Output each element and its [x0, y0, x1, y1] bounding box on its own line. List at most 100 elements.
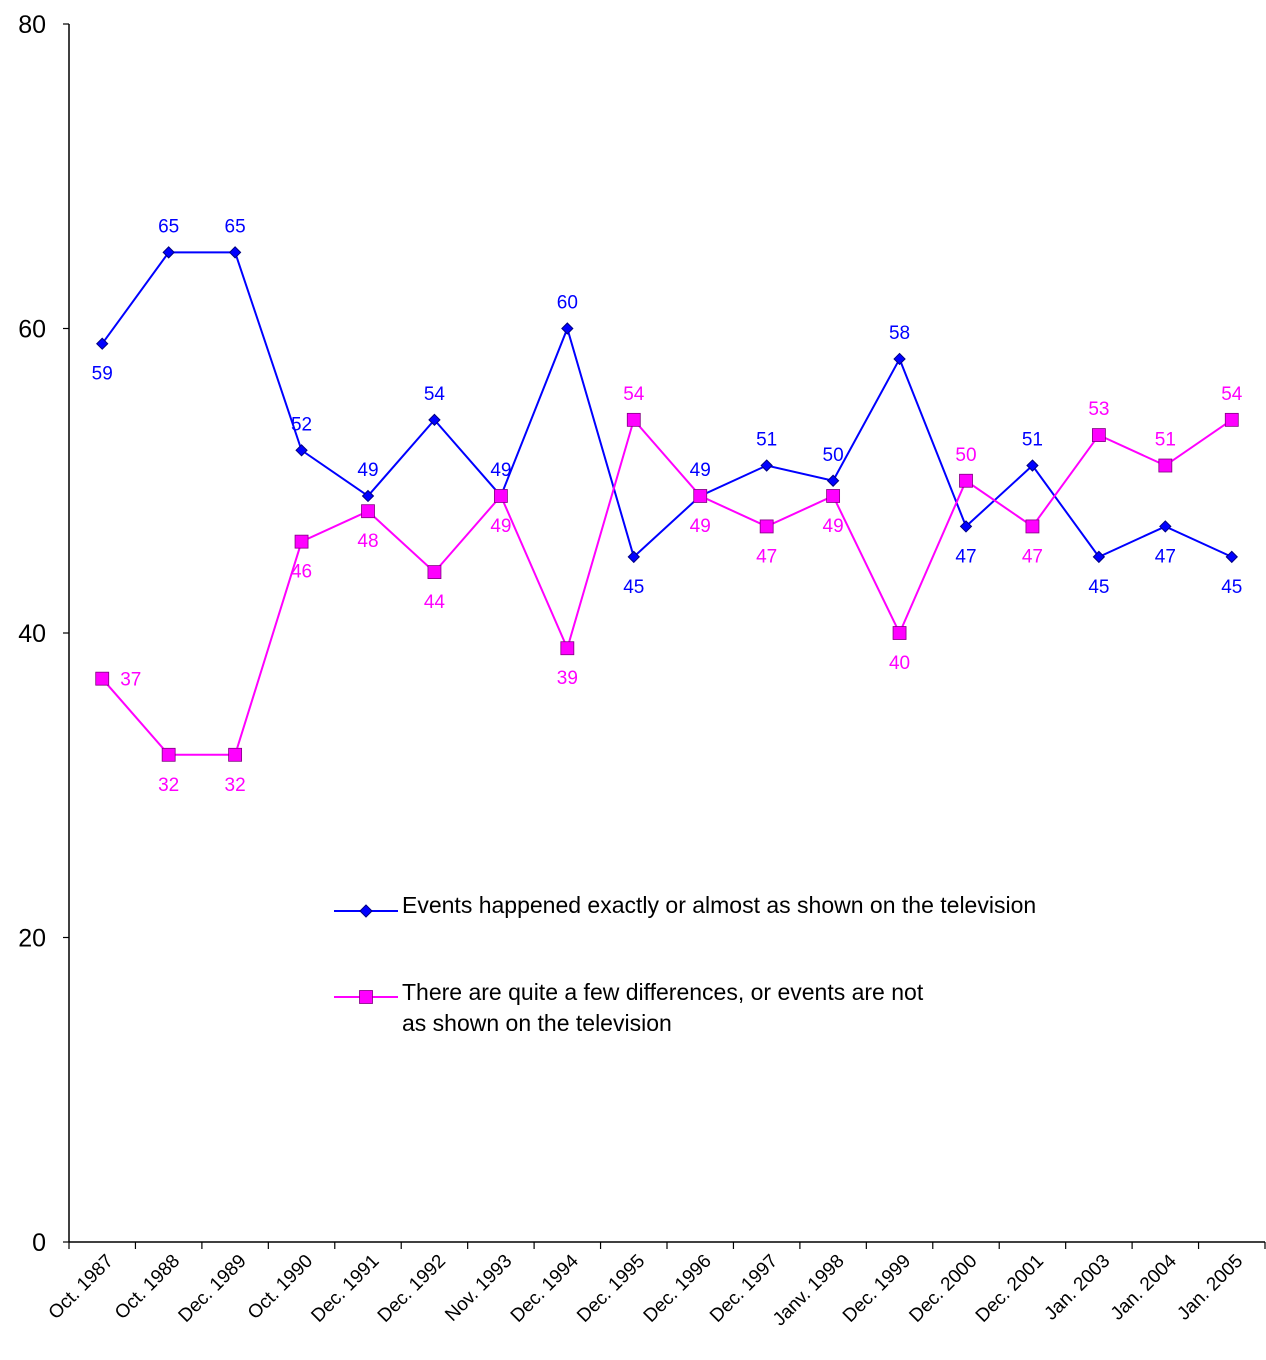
data-point: [162, 246, 175, 259]
data-label: 49: [690, 516, 711, 537]
data-label: 37: [120, 670, 141, 691]
x-tick-label: Dec. 1999: [839, 1251, 915, 1327]
data-point: [493, 489, 508, 503]
data-label: 49: [357, 460, 378, 481]
data-point: [1026, 459, 1039, 472]
y-tick-label: 20: [18, 925, 46, 953]
data-point: [1159, 520, 1172, 533]
series-layer: 59 37 65 32 65 32 52 46 49 48 54 44 49 49 60 39 45 54 49 49…: [92, 216, 1243, 795]
data-label: 54: [623, 384, 645, 405]
x-tick-label: Oct. 1988: [111, 1251, 184, 1324]
x-tick-label: Jan. 2003: [1041, 1251, 1115, 1325]
x-tick-label: Jan. 2005: [1173, 1251, 1247, 1325]
data-point: [428, 413, 441, 427]
x-tick-label: Oct. 1990: [244, 1251, 317, 1324]
data-point: [294, 534, 309, 549]
data-point: [959, 520, 973, 533]
data-point: [1092, 550, 1106, 564]
legend-item-1: Events happened exactly or almost as sho…: [334, 892, 1036, 918]
data-label: 44: [424, 592, 446, 613]
data-point: [627, 550, 640, 564]
data-label: 51: [756, 430, 777, 451]
data-point: [361, 504, 375, 519]
y-tick-label: 80: [18, 11, 46, 39]
y-tick-label: 60: [18, 316, 46, 344]
x-tick-label: Dec. 1992: [374, 1251, 450, 1327]
x-tick-label: Nov. 1993: [441, 1251, 516, 1326]
data-point: [959, 473, 973, 488]
legend-marker: [359, 990, 373, 1004]
x-tick-label: Dec. 1994: [507, 1250, 583, 1326]
data-label: 47: [756, 546, 777, 567]
legend: Events happened exactly or almost as sho…: [334, 892, 1036, 1036]
data-point: [161, 747, 176, 762]
data-label: 51: [1022, 430, 1043, 451]
y-tick-label: 40: [18, 620, 46, 648]
data-point: [826, 489, 841, 503]
data-label: 32: [158, 775, 179, 796]
data-label: 50: [823, 445, 844, 466]
legend-item-2: There are quite a few differences, or ev…: [334, 979, 924, 1036]
data-point: [760, 459, 773, 472]
data-label: 47: [1155, 546, 1176, 567]
data-point: [228, 246, 242, 259]
data-label: 65: [225, 216, 246, 237]
series-1: [96, 246, 1238, 564]
data-point: [1158, 458, 1173, 473]
data-label: 39: [557, 668, 578, 689]
data-point: [626, 412, 641, 427]
data-label: 45: [623, 577, 644, 598]
data-point: [295, 444, 308, 457]
data-label: 49: [690, 460, 711, 481]
data-point: [1224, 412, 1239, 427]
x-tick-label: Dec. 2000: [905, 1251, 981, 1327]
data-point: [427, 565, 442, 579]
data-point: [95, 671, 110, 686]
series-line: [101, 417, 1233, 756]
x-tick-label: Jan. 2004: [1107, 1250, 1181, 1324]
data-point: [1091, 428, 1106, 442]
data-label: 60: [557, 293, 578, 314]
y-tick-label: 0: [32, 1229, 46, 1257]
data-point: [893, 352, 906, 366]
data-label: 52: [291, 414, 312, 435]
data-point: [361, 489, 375, 503]
series-2: [95, 412, 1239, 762]
data-label: 47: [1022, 546, 1043, 567]
data-label: 65: [158, 216, 179, 237]
x-tick-label: Dec. 1995: [573, 1251, 649, 1327]
data-point: [826, 474, 840, 487]
legend-label: Events happened exactly or almost as sho…: [402, 892, 1036, 918]
x-tick-label: Dec. 1991: [307, 1251, 383, 1327]
data-label: 45: [1221, 577, 1242, 598]
data-label: 45: [1088, 577, 1109, 598]
data-label: 49: [490, 516, 511, 537]
series-line: [101, 251, 1233, 559]
data-label: 47: [955, 546, 976, 567]
data-point: [561, 322, 574, 335]
data-label: 46: [291, 562, 312, 583]
legend-label: There are quite a few differences, or ev…: [402, 979, 924, 1036]
data-label: 58: [889, 323, 910, 344]
data-point: [759, 519, 774, 534]
data-label: 54: [424, 384, 446, 405]
data-point: [560, 641, 575, 656]
data-label: 32: [225, 775, 246, 796]
data-label: 51: [1155, 430, 1176, 451]
x-tick-label: Janv. 1998: [769, 1251, 849, 1331]
data-label: 48: [357, 531, 378, 552]
x-tick-label: Dec. 1989: [175, 1251, 251, 1327]
data-point: [1025, 519, 1040, 534]
data-label: 54: [1221, 384, 1243, 405]
data-point: [228, 747, 243, 762]
x-tick-label: Dec. 2001: [972, 1251, 1048, 1327]
legend-marker: [359, 904, 373, 918]
data-label: 59: [92, 364, 113, 385]
data-point: [892, 626, 907, 640]
data-label: 40: [889, 653, 910, 674]
data-point: [96, 337, 109, 350]
data-label: 53: [1088, 399, 1109, 420]
data-label: 49: [490, 460, 511, 481]
